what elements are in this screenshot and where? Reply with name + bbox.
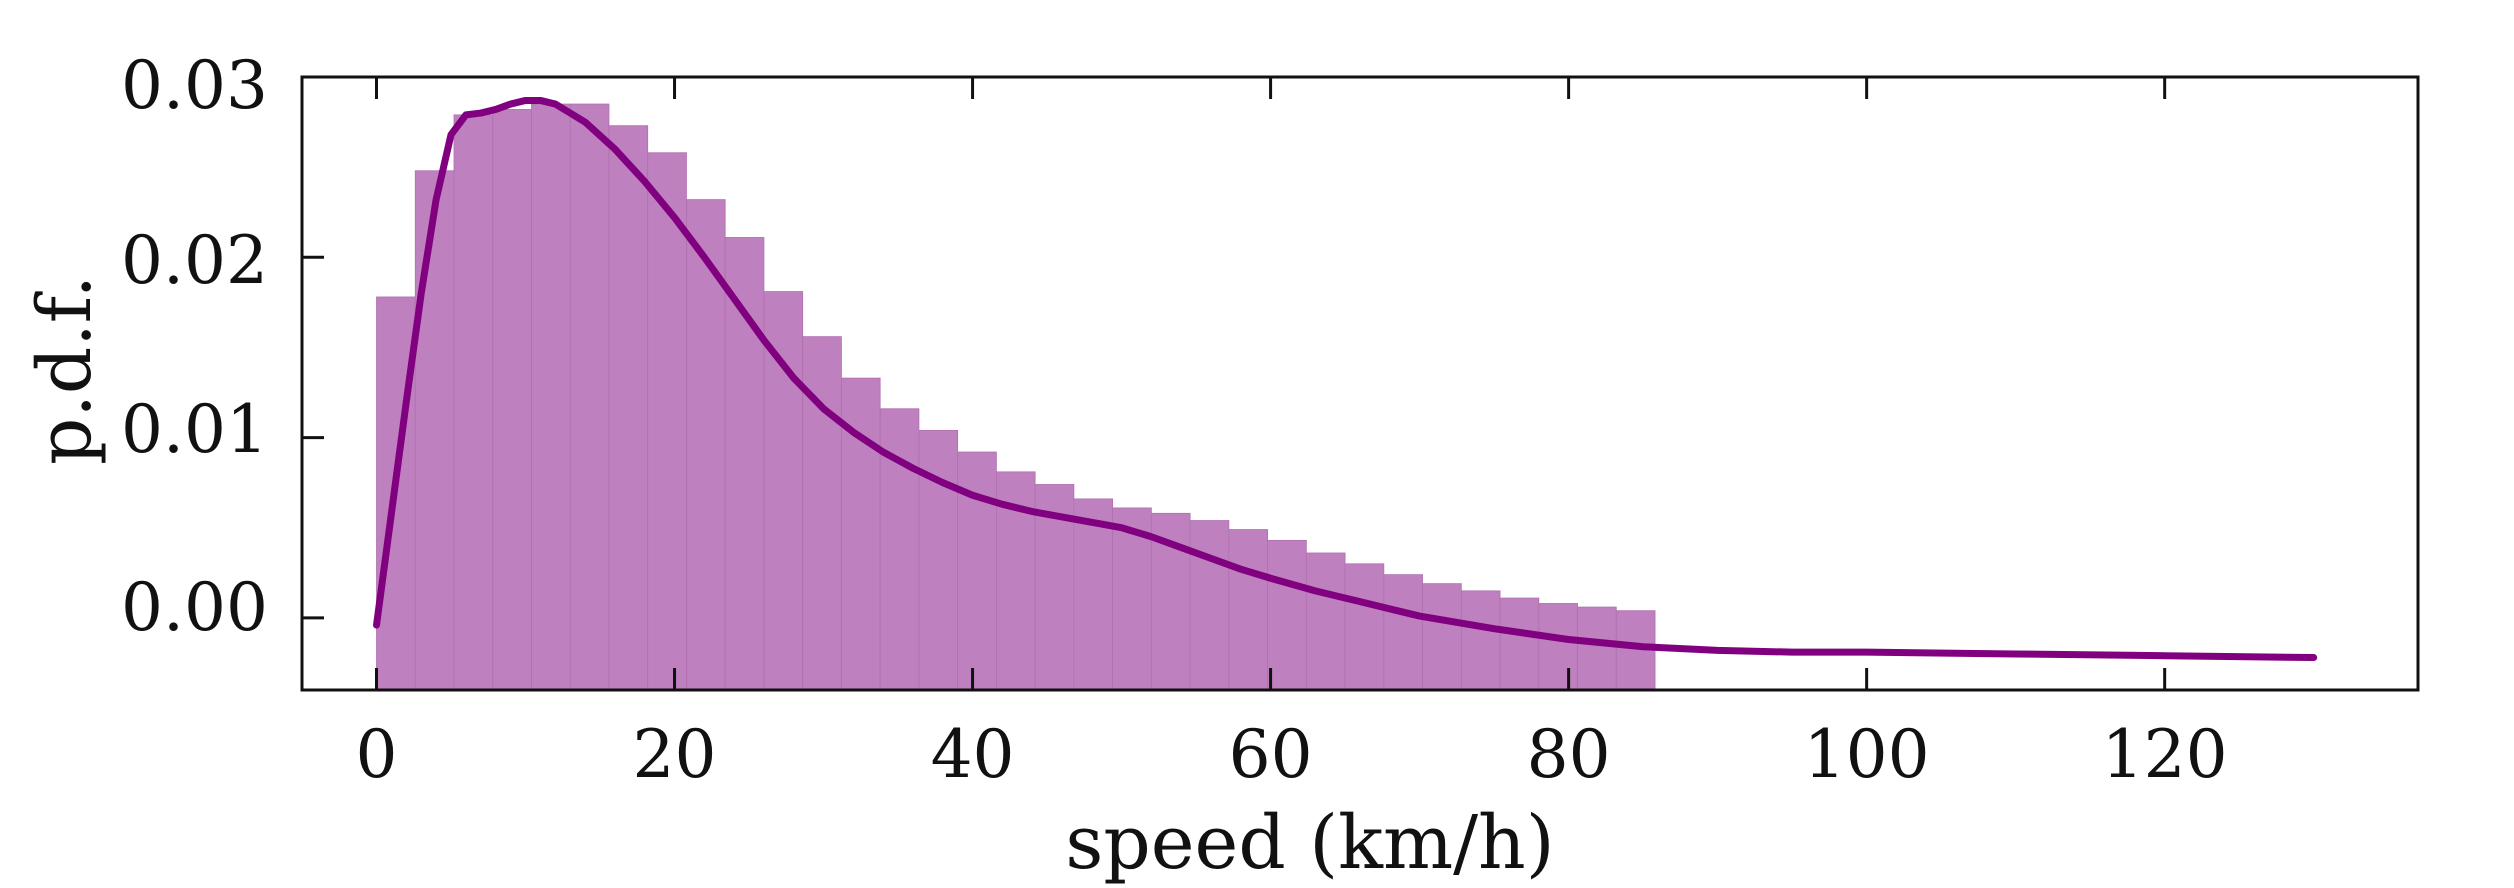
- y-axis-ticks: 0.00 0.01 0.02 0.03: [121, 47, 324, 646]
- x-tick-label: 60: [1229, 716, 1313, 793]
- histogram-bar: [492, 109, 532, 691]
- plot-frame: [300, 75, 2420, 692]
- histogram-bar: [918, 429, 959, 691]
- y-tick-label: 0.02: [121, 222, 268, 299]
- histogram-bar: [569, 103, 610, 691]
- histogram-bar: [1267, 539, 1307, 691]
- y-axis-label: p.d.f.: [22, 275, 108, 465]
- histogram-bar: [724, 237, 765, 691]
- histogram-bar: [453, 114, 494, 691]
- y-tick-label: 0.03: [121, 47, 268, 124]
- histogram-bar: [414, 170, 455, 691]
- x-tick-label: 100: [1804, 716, 1930, 793]
- kde-line: [373, 96, 2318, 662]
- y-tick-label: 0.01: [121, 391, 268, 468]
- x-tick-label: 20: [633, 716, 717, 793]
- histogram-bar: [1460, 590, 1501, 691]
- histogram-bar: [763, 291, 804, 691]
- histogram-bar: [1538, 603, 1578, 691]
- x-tick-label: 40: [931, 716, 1015, 793]
- x-tick-label: 0: [356, 716, 398, 793]
- x-axis-ticks: 0 20 40 60 80 100 120: [356, 77, 2228, 793]
- x-tick-label: 80: [1527, 716, 1611, 793]
- histogram-bar: [1422, 583, 1462, 691]
- y-tick-label: 0.00: [121, 569, 268, 646]
- histogram-bar: [1577, 606, 1617, 691]
- histogram-bar: [1228, 529, 1269, 691]
- histogram-bar: [1383, 574, 1423, 691]
- histogram-bar: [1305, 552, 1346, 691]
- histogram-bar: [1344, 563, 1385, 691]
- histogram-bar: [608, 125, 649, 691]
- histogram-bar: [531, 103, 571, 691]
- histogram-bar: [647, 152, 687, 691]
- x-axis-label: speed (km/h): [1065, 800, 1554, 886]
- histogram-bars: [376, 103, 1656, 691]
- histogram-bar: [1499, 597, 1540, 691]
- x-tick-label: 120: [2102, 716, 2228, 793]
- histogram-bar: [1189, 520, 1230, 691]
- histogram-bar: [1073, 498, 1114, 691]
